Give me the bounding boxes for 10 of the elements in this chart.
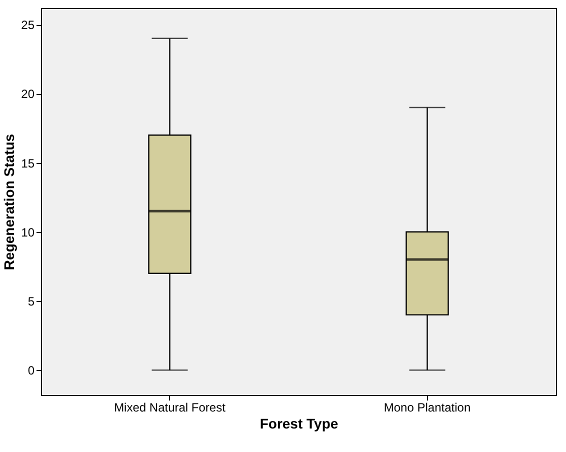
- y-tick-label: 25: [21, 18, 35, 32]
- x-axis-title: Forest Type: [260, 416, 338, 432]
- y-axis-title: Regeneration Status: [1, 134, 18, 270]
- y-tick-label: 5: [28, 294, 35, 309]
- x-tick-label: Mixed Natural Forest: [114, 400, 226, 414]
- x-tick-label: Mono Plantation: [384, 400, 471, 414]
- y-tick-label: 15: [21, 156, 35, 170]
- y-tick-label: 0: [28, 364, 35, 378]
- y-tick-label: 20: [21, 87, 35, 102]
- y-tick-label: 10: [21, 225, 35, 240]
